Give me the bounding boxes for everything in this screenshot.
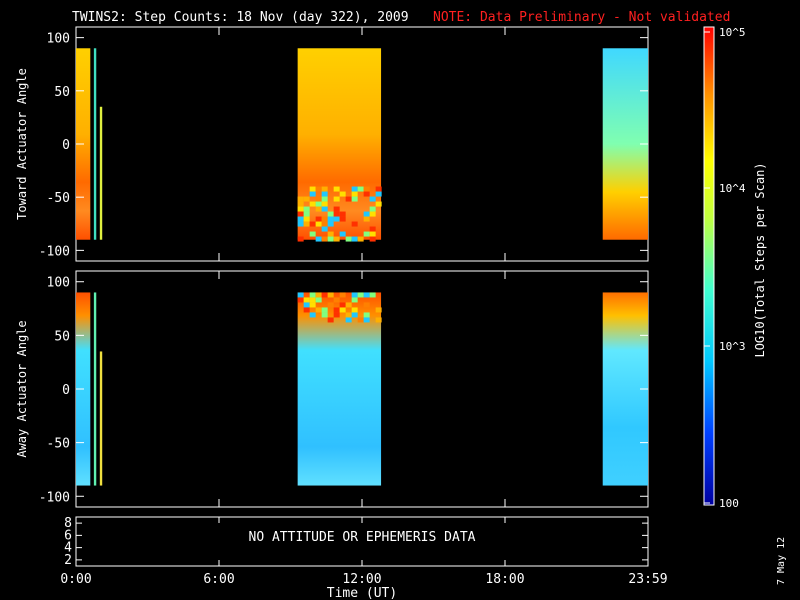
colorbar: 10^5 10^4 10^3 100 LOG10(Total Steps per Sc… bbox=[703, 26, 767, 510]
x-tick-label: 6:00 bbox=[203, 572, 234, 587]
x-axis-label: Time (UT) bbox=[327, 586, 397, 600]
date-stamp: 7 May 12 bbox=[776, 537, 787, 585]
away-data-block-3 bbox=[297, 292, 382, 486]
away-ytick-label: 100 bbox=[47, 276, 70, 291]
panel-away-yticks: 100 50 0 -50 -100 bbox=[39, 276, 648, 505]
away-ytick-label: -50 bbox=[47, 437, 70, 452]
x-tick-labels: 0:00 6:00 12:00 18:00 23:59 bbox=[60, 572, 667, 587]
toward-ytick-label: -100 bbox=[39, 244, 70, 259]
x-tick-label: 0:00 bbox=[60, 572, 91, 587]
colorbar-tick-label: 10^4 bbox=[719, 182, 746, 195]
toward-ytick-label: 50 bbox=[54, 85, 70, 100]
colorbar-gradient bbox=[703, 26, 715, 506]
panel-toward-ylabel: Toward Actuator Angle bbox=[15, 68, 29, 220]
toward-data-block-1 bbox=[93, 48, 97, 240]
colorbar-tick-label: 10^3 bbox=[719, 340, 746, 353]
colorbar-label: LOG10(Total Steps per Scan) bbox=[753, 162, 767, 357]
ephemeris-ytick-label: 6 bbox=[64, 528, 72, 543]
away-ytick-label: -100 bbox=[39, 490, 70, 505]
toward-ytick-label: -50 bbox=[47, 191, 70, 206]
ephemeris-ytick-label: 4 bbox=[64, 541, 72, 556]
preliminary-note: NOTE: Data Preliminary - Not validated bbox=[433, 10, 730, 25]
panel-away-ylabel: Away Actuator Angle bbox=[15, 320, 29, 457]
panel-toward: 100 50 0 -50 -100 Toward Actuator Angle bbox=[15, 26, 649, 262]
panel-toward-data bbox=[76, 48, 648, 242]
panel-away-xticks bbox=[75, 271, 649, 507]
ephemeris-ytick-label: 2 bbox=[64, 553, 72, 568]
panel-ephemeris-xticks bbox=[75, 517, 649, 566]
away-ytick-label: 50 bbox=[54, 329, 70, 344]
toward-data-block-2 bbox=[99, 106, 103, 240]
chart-title: TWINS2: Step Counts: 18 Nov (day 322), 2… bbox=[72, 10, 409, 25]
toward-ytick-label: 0 bbox=[62, 138, 70, 153]
away-ytick-label: 0 bbox=[62, 383, 70, 398]
panel-ephemeris-frame bbox=[75, 516, 649, 567]
x-tick-label: 23:59 bbox=[628, 572, 667, 587]
x-tick-label: 18:00 bbox=[485, 572, 524, 587]
panel-toward-yticks: 100 50 0 -50 -100 bbox=[39, 32, 648, 259]
ephemeris-ytick-label: 8 bbox=[64, 516, 72, 531]
colorbar-tick-label: 100 bbox=[719, 497, 739, 510]
away-data-block-1 bbox=[93, 292, 97, 486]
panel-away: 100 50 0 -50 -100 Away Actuator Angle bbox=[15, 270, 649, 508]
panel-toward-xticks bbox=[75, 27, 649, 261]
colorbar-ticks: 10^5 10^4 10^3 100 bbox=[704, 26, 746, 510]
colorbar-tick-label: 10^5 bbox=[719, 26, 746, 39]
no-data-message: NO ATTITUDE OR EPHEMERIS DATA bbox=[249, 530, 476, 545]
away-data-block-2 bbox=[99, 351, 103, 486]
toward-ytick-label: 100 bbox=[47, 32, 70, 47]
panel-away-data bbox=[76, 292, 648, 486]
x-tick-label: 12:00 bbox=[342, 572, 381, 587]
